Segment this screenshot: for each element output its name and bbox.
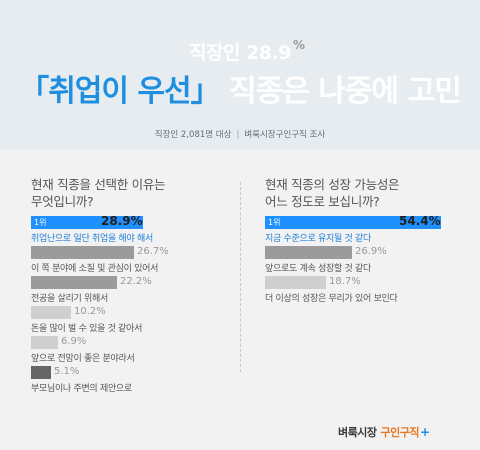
left-category-label-1: 취업난으로 일단 취업을 해야 해서 [31, 234, 153, 244]
logo-plus-icon: + [419, 425, 430, 439]
left-bar-4 [31, 306, 71, 319]
left-category-label-5: 앞으로 전망이 좋은 분야라서 [31, 354, 135, 364]
right-bar-row-1: 1위 54.4% 지금 수준으로 유지될 것 같다 [265, 214, 445, 248]
logo-brand: 벼룩시장 [338, 426, 377, 439]
headline-rest: 직종은 나중에 고민 [219, 74, 462, 109]
left-bar-1: 1위 [31, 216, 143, 229]
byline-right: 벼룩시장구인구직 조사 [244, 130, 326, 140]
left-question-title: 현재 직종을 선택한 이유는 무엇입니까? [31, 176, 231, 210]
right-bar-2 [265, 246, 352, 259]
survey-byline: 직장인 2,081명 대상 | 벼룩시장구인구직 조사 [0, 128, 480, 140]
left-value-label-1: 28.9% [101, 214, 143, 228]
left-bar-row-5: 6.9% 앞으로 전망이 좋은 분야라서 [31, 336, 211, 368]
headline-line1-pct: % [292, 38, 305, 52]
right-question-line1: 현재 직종의 성장 가능성은 [265, 177, 400, 192]
left-value-label-6: 5.1% [54, 366, 80, 377]
right-value-label-3: 18.7% [329, 276, 361, 287]
left-category-label-6: 부모님이나 주변의 제안으로 [31, 384, 132, 394]
left-bar-row-6: 5.1% 부모님이나 주변의 제안으로 [31, 366, 211, 398]
right-bar-row-2: 26.9% 앞으로도 계속 성장할 것 같다 [265, 246, 445, 278]
panel-divider [240, 182, 241, 372]
right-category-label-2: 앞으로도 계속 성장할 것 같다 [265, 264, 372, 274]
headline-line1-text: 직장인 28.9 [189, 42, 291, 64]
headline-line1: 직장인 28.9% [0, 38, 480, 65]
left-value-label-4: 10.2% [74, 306, 106, 317]
left-bar-row-2: 26.7% 이 쪽 분야에 소질 및 관심이 있어서 [31, 246, 211, 278]
right-value-label-1: 54.4% [399, 214, 441, 228]
right-bar-row-3: 18.7% 더 이상의 성장은 무리가 있어 보인다 [265, 276, 445, 308]
right-rank-label: 1위 [268, 218, 281, 227]
left-bar-3 [31, 276, 117, 289]
left-bar-6 [31, 366, 51, 379]
left-category-label-3: 전공을 살리기 위해서 [31, 294, 108, 304]
left-category-label-2: 이 쪽 분야에 소질 및 관심이 있어서 [31, 264, 159, 274]
headline-line2: 「취업이 우선」 직종은 나중에 고민 [0, 66, 480, 110]
header-banner: 직장인 28.9% 「취업이 우선」 직종은 나중에 고민 직장인 2,081명… [0, 0, 480, 150]
left-bar-row-3: 22.2% 전공을 살리기 위해서 [31, 276, 211, 308]
left-category-label-4: 돈을 많이 벌 수 있을 것 같아서 [31, 324, 143, 334]
right-question-line2: 어느 정도로 보십니까? [265, 194, 380, 209]
left-rank-label: 1위 [34, 218, 47, 227]
byline-separator: | [236, 130, 240, 140]
logo-sub: 구인구직 [380, 426, 419, 439]
right-question-title: 현재 직종의 성장 가능성은 어느 정도로 보십니까? [265, 176, 465, 210]
right-bar-3 [265, 276, 326, 289]
left-bar-row-1: 1위 28.9% 취업난으로 일단 취업을 해야 해서 [31, 214, 211, 248]
right-category-label-3: 더 이상의 성장은 무리가 있어 보인다 [265, 294, 398, 304]
brand-logo: 벼룩시장 구인구직+ [338, 424, 430, 440]
right-category-label-1: 지금 수준으로 유지될 것 같다 [265, 234, 372, 244]
left-bar-row-4: 10.2% 돈을 많이 벌 수 있을 것 같아서 [31, 306, 211, 338]
right-bar-1: 1위 [265, 216, 441, 229]
headline-accent: 「취업이 우선」 [19, 74, 220, 109]
left-question-line2: 무엇입니까? [31, 194, 94, 209]
left-value-label-3: 22.2% [120, 276, 152, 287]
left-bar-5 [31, 336, 58, 349]
byline-left: 직장인 2,081명 대상 [154, 130, 232, 140]
left-value-label-2: 26.7% [137, 246, 169, 257]
left-question-line1: 현재 직종을 선택한 이유는 [31, 177, 166, 192]
left-bar-2 [31, 246, 134, 259]
right-value-label-2: 26.9% [355, 246, 387, 257]
left-value-label-5: 6.9% [61, 336, 87, 347]
